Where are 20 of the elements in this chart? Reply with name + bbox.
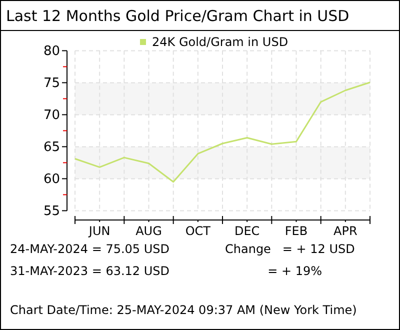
x-tick-label: APR — [334, 224, 358, 238]
text: 31-MAY-2023 = 63.12 USD — [10, 264, 170, 278]
y-tick-label: 75 — [43, 76, 60, 92]
y-tick-label: 80 — [43, 44, 60, 60]
x-tick-label: JUN — [88, 224, 110, 238]
text: 24-MAY-2024 = 75.05 USD — [10, 242, 170, 256]
y-tick-label: 55 — [43, 204, 60, 220]
chart-title: Last 12 Months Gold Price/Gram Chart in USD — [6, 7, 350, 25]
x-tick-label: OCT — [185, 224, 212, 238]
y-tick-label: 70 — [43, 108, 60, 124]
text: Change = + 12 USD — [225, 242, 355, 256]
text: Chart Date/Time: 25-MAY-2024 09:37 AM (New York Time) — [10, 303, 357, 317]
x-tick-label: AUG — [136, 224, 162, 238]
x-tick-label: FEB — [284, 224, 308, 238]
legend-label: 24K Gold/Gram in USD — [152, 35, 288, 49]
text: = + 19% — [268, 264, 322, 278]
y-tick-label: 60 — [43, 172, 60, 188]
y-tick-label: 65 — [43, 140, 60, 156]
x-tick-label: DEC — [234, 224, 260, 238]
line-series — [74, 82, 371, 183]
